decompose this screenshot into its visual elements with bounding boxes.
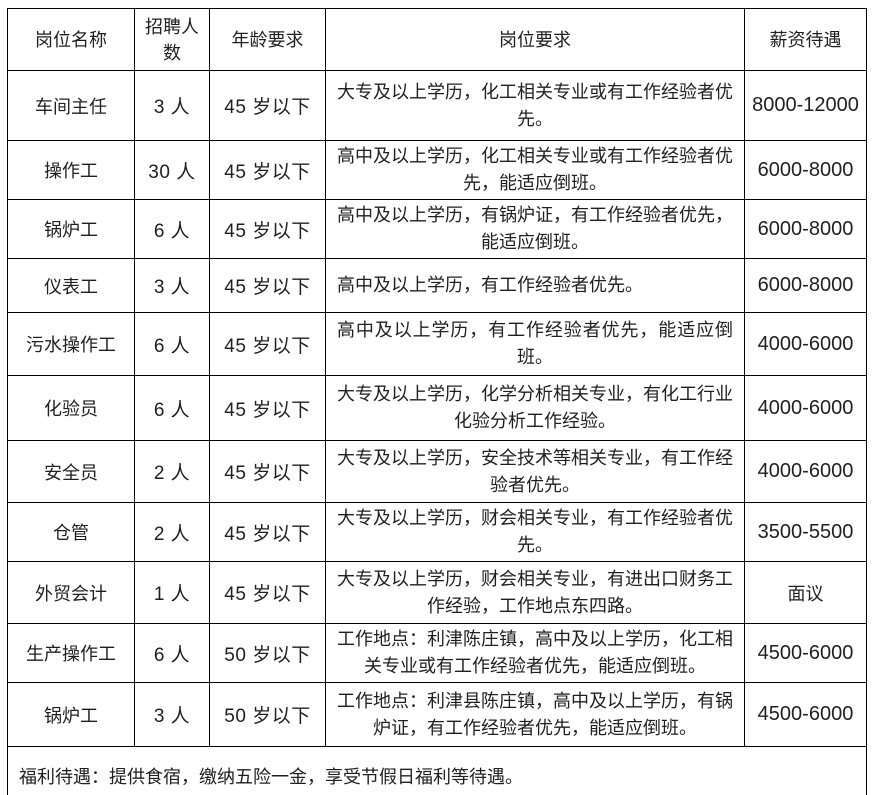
headcount-cell: 3 人 xyxy=(134,682,210,747)
column-header-salary: 薪资待遇 xyxy=(744,8,867,71)
position-cell: 操作工 xyxy=(7,140,135,200)
table-row: 仪表工 3 人 45 岁以下 高中及以上学历，有工作经验者优先。 6000-80… xyxy=(7,258,867,313)
salary-cell: 4000-6000 xyxy=(744,375,867,441)
salary-cell: 6000-8000 xyxy=(744,140,867,200)
headcount-cell: 2 人 xyxy=(134,502,210,562)
age-cell: 50 岁以下 xyxy=(209,623,326,683)
headcount-cell: 6 人 xyxy=(134,199,210,259)
benefits-row: 福利待遇：提供食宿，缴纳五险一金，享受节假日福利等待遇。 xyxy=(7,746,867,795)
requirements-cell: 大专及以上学历，财会相关专业，有工作经验者优先。 xyxy=(325,502,745,562)
headcount-cell: 6 人 xyxy=(134,623,210,683)
age-cell: 45 岁以下 xyxy=(209,140,326,200)
age-cell: 50 岁以下 xyxy=(209,682,326,747)
headcount-cell: 6 人 xyxy=(134,312,210,376)
headcount-cell: 30 人 xyxy=(134,140,210,200)
salary-cell: 4000-6000 xyxy=(744,440,867,503)
position-cell: 污水操作工 xyxy=(7,312,135,376)
salary-cell: 4500-6000 xyxy=(744,623,867,683)
requirements-cell: 高中及以上学历，有工作经验者优先，能适应倒班。 xyxy=(325,312,745,376)
table-row: 仓管 2 人 45 岁以下 大专及以上学历，财会相关专业，有工作经验者优先。 3… xyxy=(7,502,867,562)
position-cell: 仓管 xyxy=(7,502,135,562)
recruitment-table: 岗位名称 招聘人数 年龄要求 岗位要求 薪资待遇 车间主任 3 人 45 岁以下… xyxy=(7,8,867,795)
table-row: 化验员 6 人 45 岁以下 大专及以上学历，化学分析相关专业，有化工行业化验分… xyxy=(7,375,867,441)
position-cell: 化验员 xyxy=(7,375,135,441)
position-cell: 生产操作工 xyxy=(7,623,135,683)
salary-cell: 3500-5500 xyxy=(744,502,867,562)
requirements-cell: 高中及以上学历，化工相关专业或有工作经验者优先，能适应倒班。 xyxy=(325,140,745,200)
position-cell: 外贸会计 xyxy=(7,561,135,624)
table-row: 外贸会计 1 人 45 岁以下 大专及以上学历，财会相关专业，有进出口财务工作经… xyxy=(7,561,867,624)
age-cell: 45 岁以下 xyxy=(209,375,326,441)
headcount-cell: 2 人 xyxy=(134,440,210,503)
age-cell: 45 岁以下 xyxy=(209,502,326,562)
age-cell: 45 岁以下 xyxy=(209,561,326,624)
position-cell: 锅炉工 xyxy=(7,682,135,747)
table-row: 生产操作工 6 人 50 岁以下 工作地点：利津陈庄镇，高中及以上学历，化工相关… xyxy=(7,623,867,683)
salary-cell: 6000-8000 xyxy=(744,258,867,313)
requirements-cell: 大专及以上学历，化学分析相关专业，有化工行业化验分析工作经验。 xyxy=(325,375,745,441)
salary-cell: 面议 xyxy=(744,561,867,624)
age-cell: 45 岁以下 xyxy=(209,70,326,141)
table-row: 安全员 2 人 45 岁以下 大专及以上学历，安全技术等相关专业，有工作经验者优… xyxy=(7,440,867,503)
headcount-cell: 6 人 xyxy=(134,375,210,441)
table-row: 操作工 30 人 45 岁以下 高中及以上学历，化工相关专业或有工作经验者优先，… xyxy=(7,140,867,200)
salary-cell: 8000-12000 xyxy=(744,70,867,141)
requirements-cell: 工作地点：利津县陈庄镇，高中及以上学历，有锅炉证，有工作经验者优先，能适应倒班。 xyxy=(325,682,745,747)
age-cell: 45 岁以下 xyxy=(209,199,326,259)
requirements-cell: 大专及以上学历，化工相关专业或有工作经验者优先。 xyxy=(325,70,745,141)
requirements-cell: 大专及以上学历，安全技术等相关专业，有工作经验者优先。 xyxy=(325,440,745,503)
salary-cell: 4500-6000 xyxy=(744,682,867,747)
position-cell: 锅炉工 xyxy=(7,199,135,259)
position-cell: 仪表工 xyxy=(7,258,135,313)
salary-cell: 6000-8000 xyxy=(744,199,867,259)
table-row: 锅炉工 6 人 45 岁以下 高中及以上学历，有锅炉证，有工作经验者优先，能适应… xyxy=(7,199,867,259)
salary-cell: 4000-6000 xyxy=(744,312,867,376)
column-header-position: 岗位名称 xyxy=(7,8,135,71)
age-cell: 45 岁以下 xyxy=(209,258,326,313)
column-header-headcount: 招聘人数 xyxy=(134,8,210,71)
requirements-cell: 高中及以上学历，有锅炉证，有工作经验者优先，能适应倒班。 xyxy=(325,199,745,259)
benefits-note: 福利待遇：提供食宿，缴纳五险一金，享受节假日福利等待遇。 xyxy=(7,746,867,795)
column-header-requirements: 岗位要求 xyxy=(325,8,745,71)
position-cell: 安全员 xyxy=(7,440,135,503)
column-header-age: 年龄要求 xyxy=(209,8,326,71)
headcount-cell: 3 人 xyxy=(134,70,210,141)
age-cell: 45 岁以下 xyxy=(209,440,326,503)
headcount-cell: 3 人 xyxy=(134,258,210,313)
age-cell: 45 岁以下 xyxy=(209,312,326,376)
table-row: 污水操作工 6 人 45 岁以下 高中及以上学历，有工作经验者优先，能适应倒班。… xyxy=(7,312,867,376)
table-row: 锅炉工 3 人 50 岁以下 工作地点：利津县陈庄镇，高中及以上学历，有锅炉证，… xyxy=(7,682,867,747)
position-cell: 车间主任 xyxy=(7,70,135,141)
requirements-cell: 工作地点：利津陈庄镇，高中及以上学历，化工相关专业或有工作经验者优先，能适应倒班… xyxy=(325,623,745,683)
header-row: 岗位名称 招聘人数 年龄要求 岗位要求 薪资待遇 xyxy=(7,8,867,71)
requirements-cell: 大专及以上学历，财会相关专业，有进出口财务工作经验，工作地点东四路。 xyxy=(325,561,745,624)
headcount-cell: 1 人 xyxy=(134,561,210,624)
table-row: 车间主任 3 人 45 岁以下 大专及以上学历，化工相关专业或有工作经验者优先。… xyxy=(7,70,867,141)
requirements-cell: 高中及以上学历，有工作经验者优先。 xyxy=(325,258,745,313)
